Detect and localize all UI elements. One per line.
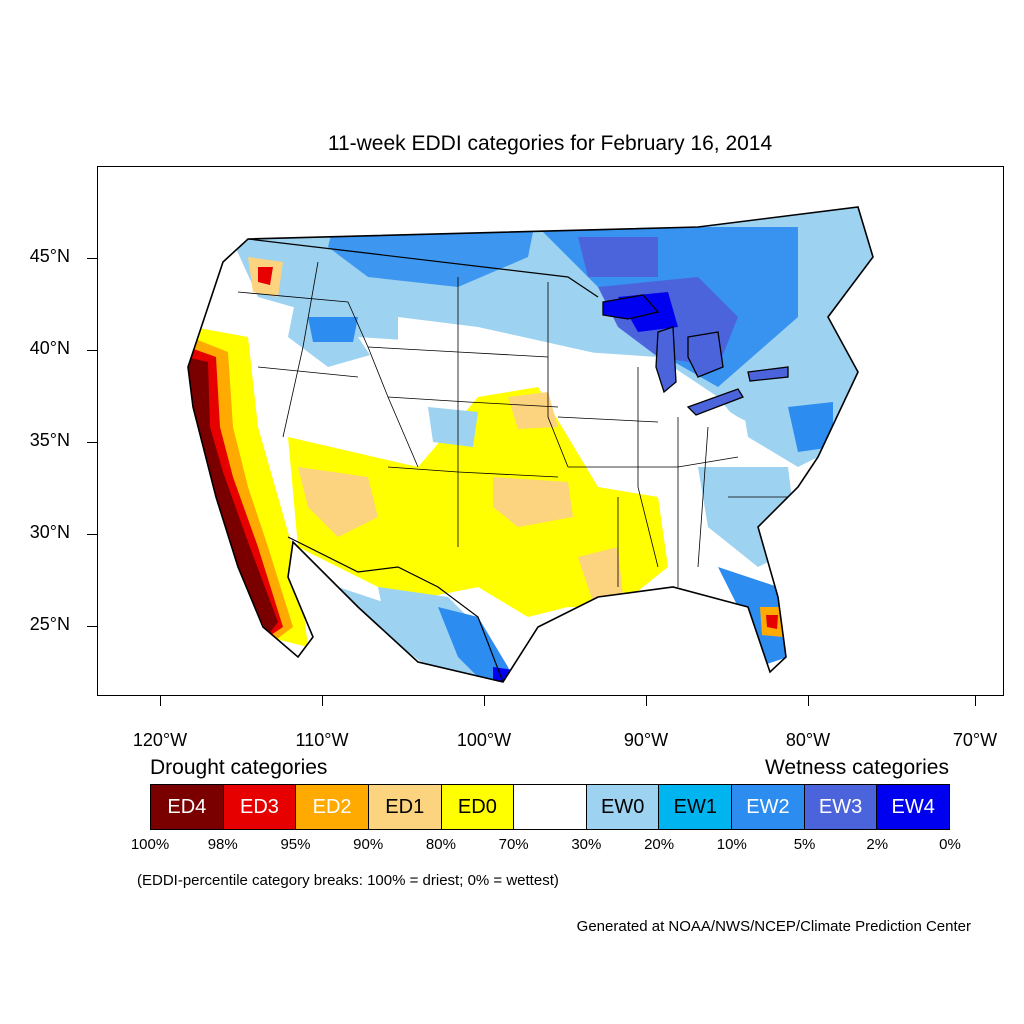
legend-swatch-ed2: ED2 [296,785,369,829]
lat-label-35: 35°N [29,430,70,450]
lake-huron [687,331,724,378]
lat-tick [87,534,97,535]
legend-swatch-ed1: ED1 [368,785,442,829]
lon-tick [322,696,323,706]
legend-swatch-ew3: EW3 [804,785,878,829]
credit-text: Generated at NOAA/NWS/NCEP/Climate Predi… [576,918,971,935]
lat-label-25: 25°N [29,614,70,634]
break-label: 98% [207,836,238,853]
break-label: 30% [571,836,602,853]
break-label: 70% [498,836,529,853]
legend-swatch-none [514,785,587,829]
lon-label-120w: 120°W [132,730,188,750]
break-label: 20% [644,836,675,853]
lon-tick [975,696,976,706]
break-label: 0% [939,836,961,853]
canada-border [247,238,599,298]
lon-label-90w: 90°W [623,730,669,750]
lon-tick [808,696,809,706]
legend-swatch-ed4: ED4 [151,785,224,829]
legend-swatch-ew0: EW0 [586,785,660,829]
lat-label-40: 40°N [29,338,70,358]
legend-swatch-ew4: EW4 [877,785,950,829]
map-panel [97,166,1004,696]
eddi-map [187,206,874,683]
break-label: 100% [130,836,170,853]
mexico-border [287,536,504,683]
lake-superior [602,294,660,320]
break-label: 5% [793,836,816,853]
lake-ontario [747,366,789,382]
lon-tick [646,696,647,706]
lat-tick [87,442,97,443]
break-label: 90% [353,836,384,853]
legend-swatch-ew2: EW2 [732,785,805,829]
lon-tick [484,696,485,706]
legend-bar: ED4 ED3 ED2 ED1 ED0 EW0 EW1 EW2 EW3 EW4 [150,784,950,830]
wetness-heading: Wetness categories [764,756,949,779]
break-label: 2% [866,836,889,853]
state-boundaries [237,261,788,587]
category-fill [188,207,873,682]
drought-heading: Drought categories [150,756,328,779]
lon-label-70w: 70°W [952,730,998,750]
lat-tick [87,350,97,351]
lon-label-80w: 80°W [785,730,831,750]
lon-tick [160,696,161,706]
lat-label-30: 30°N [29,522,70,542]
map-title: 11-week EDDI categories for February 16,… [327,132,773,155]
legend-note: (EDDI-percentile category breaks: 100% =… [137,872,559,889]
break-label: 80% [425,836,456,853]
legend-swatch-ed0: ED0 [441,785,515,829]
coastline [187,206,874,683]
break-label: 95% [280,836,311,853]
lat-tick [87,626,97,627]
legend-swatch-ew1: EW1 [659,785,733,829]
legend-swatch-ed3: ED3 [223,785,297,829]
lon-label-100w: 100°W [456,730,512,750]
lat-label-45: 45°N [29,246,70,266]
lake-erie [686,388,744,416]
lat-tick [87,258,97,259]
break-label: 10% [716,836,747,853]
lake-michigan [655,326,677,394]
lon-label-110w: 110°W [295,730,349,750]
